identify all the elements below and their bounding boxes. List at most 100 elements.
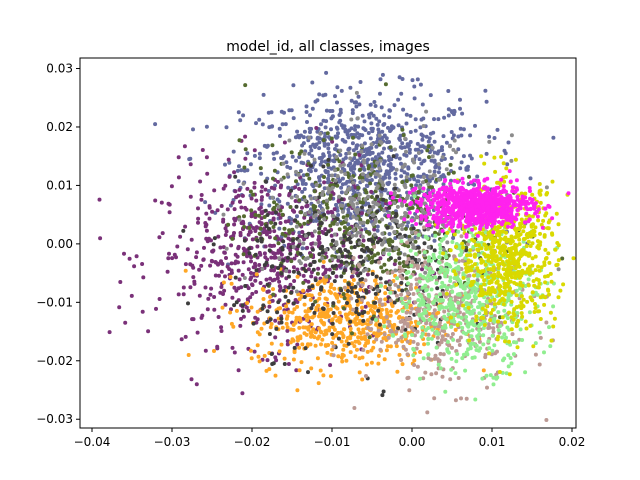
data-point xyxy=(426,198,431,203)
data-point xyxy=(526,239,531,244)
data-point xyxy=(358,230,363,235)
data-point xyxy=(204,211,209,216)
data-point xyxy=(426,144,431,149)
data-point xyxy=(249,259,253,264)
data-point xyxy=(302,129,307,134)
data-point xyxy=(167,210,172,215)
data-point xyxy=(416,258,421,262)
data-point xyxy=(389,157,394,162)
data-point xyxy=(354,310,359,314)
data-point xyxy=(302,215,307,220)
data-point xyxy=(441,236,446,241)
data-point xyxy=(509,299,514,304)
data-point xyxy=(231,149,236,154)
data-point xyxy=(384,280,389,285)
data-point xyxy=(434,294,439,299)
data-point xyxy=(421,311,426,316)
data-point xyxy=(330,347,335,352)
data-point xyxy=(380,186,385,191)
data-point xyxy=(396,338,401,342)
data-point xyxy=(335,222,340,227)
data-point xyxy=(421,159,426,164)
data-point xyxy=(454,257,459,262)
data-point xyxy=(257,231,262,236)
data-point xyxy=(513,244,518,249)
data-point xyxy=(403,136,408,141)
data-point xyxy=(455,309,460,314)
data-point xyxy=(259,326,264,331)
data-point xyxy=(330,173,335,178)
data-point xyxy=(416,166,421,171)
data-point xyxy=(309,196,314,201)
data-point xyxy=(438,270,443,274)
data-point xyxy=(426,356,431,361)
data-point xyxy=(208,263,213,268)
data-point xyxy=(469,156,474,161)
data-point xyxy=(515,311,520,315)
data-point xyxy=(506,353,511,358)
data-point xyxy=(240,272,245,277)
data-point xyxy=(447,302,452,306)
data-point xyxy=(536,309,540,314)
data-point xyxy=(281,239,286,244)
data-point xyxy=(367,335,372,340)
data-point xyxy=(372,100,377,104)
data-point xyxy=(317,178,322,183)
data-point xyxy=(378,91,382,96)
data-point xyxy=(446,171,451,176)
data-point xyxy=(423,283,428,288)
data-point xyxy=(466,277,471,282)
data-point xyxy=(558,288,563,293)
data-point xyxy=(490,255,495,260)
data-point xyxy=(424,265,428,270)
data-point xyxy=(330,210,335,215)
data-point xyxy=(196,216,201,221)
data-point xyxy=(464,248,469,253)
data-point xyxy=(296,244,301,249)
data-point xyxy=(465,309,470,314)
data-point xyxy=(375,228,380,233)
data-point xyxy=(258,166,263,171)
data-point xyxy=(222,250,227,255)
data-point xyxy=(425,148,430,153)
data-point xyxy=(315,356,320,361)
data-point xyxy=(313,241,318,246)
data-point xyxy=(369,348,374,353)
data-point xyxy=(302,302,307,307)
data-point xyxy=(176,155,181,160)
data-point xyxy=(209,258,214,263)
data-point xyxy=(330,221,335,226)
data-point xyxy=(286,219,291,224)
data-point xyxy=(356,196,361,201)
data-point xyxy=(360,133,365,138)
data-point xyxy=(191,275,196,280)
data-point xyxy=(405,196,409,201)
data-point xyxy=(326,210,330,215)
data-point xyxy=(423,370,428,375)
data-point xyxy=(378,238,383,243)
data-point xyxy=(272,229,277,234)
data-point xyxy=(317,210,322,215)
data-point xyxy=(270,211,275,216)
data-point xyxy=(328,285,333,290)
data-point xyxy=(521,229,526,234)
data-point xyxy=(301,273,306,278)
data-point xyxy=(200,148,205,152)
data-point xyxy=(336,199,341,203)
data-point xyxy=(461,303,466,308)
data-point xyxy=(420,267,424,272)
data-point xyxy=(248,229,253,234)
data-point xyxy=(556,295,561,300)
data-point xyxy=(259,236,264,241)
data-point xyxy=(517,337,522,342)
data-point xyxy=(343,172,348,176)
data-point xyxy=(243,284,248,288)
data-point xyxy=(414,183,419,188)
data-point xyxy=(357,312,361,317)
series-9-points xyxy=(386,169,571,239)
data-point xyxy=(386,172,391,177)
data-point xyxy=(291,231,295,236)
data-point xyxy=(388,313,393,318)
data-point xyxy=(260,184,265,189)
data-point xyxy=(387,140,391,144)
